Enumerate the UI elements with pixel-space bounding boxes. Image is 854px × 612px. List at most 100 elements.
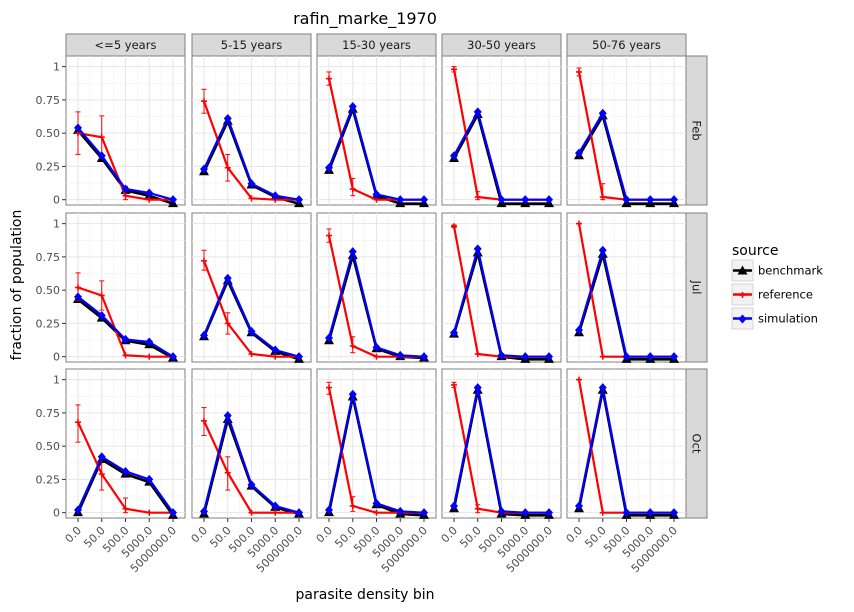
legend-entry: benchmark — [731, 259, 823, 282]
simulation-point — [247, 179, 256, 189]
reference-point — [373, 509, 380, 516]
simulation-point — [295, 195, 303, 205]
facet-panel — [566, 55, 687, 208]
y-tick-label: 0.75 — [36, 94, 61, 107]
simulation-point — [97, 310, 106, 320]
x-axis-title: parasite density bin — [296, 587, 435, 603]
simulation-point — [325, 163, 333, 173]
reference-point — [98, 292, 105, 299]
y-tick-label: 0.50 — [36, 127, 61, 140]
legend-label: simulation — [758, 312, 818, 326]
simulation-point — [200, 330, 208, 340]
reference-point — [146, 509, 153, 516]
simulation-point — [223, 411, 232, 421]
simulation-point — [74, 123, 82, 133]
y-tick-label: 0.25 — [36, 160, 61, 173]
reference-point — [576, 68, 582, 75]
facet-panel — [441, 368, 562, 519]
simulation-point — [521, 508, 530, 518]
simulation-point — [646, 508, 655, 518]
y-tick-label: 0 — [53, 507, 60, 520]
simulation-point — [247, 480, 256, 490]
reference-point — [576, 220, 582, 227]
x-tick-label: 0.0 — [439, 524, 461, 546]
simulation-point — [97, 151, 106, 161]
reference-point — [248, 195, 255, 202]
facet-panel — [191, 55, 312, 208]
simulation-point — [74, 292, 82, 302]
simulation-point — [396, 506, 405, 516]
reference-point — [98, 471, 105, 478]
y-tick-label: 1 — [53, 61, 60, 74]
simulation-point — [74, 505, 82, 515]
simulation-point — [325, 505, 333, 515]
y-axis-title: fraction of population — [9, 210, 25, 361]
simulation-point — [325, 333, 333, 343]
simulation-point — [223, 114, 232, 124]
simulation-point — [598, 245, 607, 255]
y-tick-label: 0 — [53, 194, 60, 207]
simulation-point — [420, 195, 428, 205]
x-tick-label: 0.0 — [189, 524, 211, 546]
y-tick-label: 0.25 — [36, 473, 61, 486]
legend-key-marker — [739, 292, 746, 298]
simulation-point — [670, 508, 678, 518]
reference-point — [599, 509, 606, 516]
simulation-point — [295, 352, 303, 362]
y-tick-label: 1 — [53, 218, 60, 231]
reference-point — [98, 134, 105, 141]
simulation-point — [348, 389, 357, 399]
reference-point — [326, 384, 332, 391]
simulation-point — [372, 498, 381, 508]
reference-point — [576, 376, 582, 383]
facet-panel — [316, 368, 437, 519]
simulation-point — [670, 195, 678, 205]
y-tick-label: 0.25 — [36, 317, 61, 330]
simulation-point — [473, 244, 482, 254]
simulation-point — [450, 151, 458, 161]
facet-panel — [316, 212, 437, 363]
row-strip-label: Feb — [690, 120, 704, 140]
reference-point — [599, 353, 606, 360]
y-tick-label: 0.75 — [36, 407, 61, 420]
simulation-point — [247, 326, 256, 336]
simulation-point — [646, 352, 655, 362]
reference-point — [474, 505, 481, 512]
column-strip-label: 30-50 years — [467, 38, 536, 52]
facet-panel — [566, 368, 687, 519]
reference-point — [122, 352, 129, 359]
simulation-point — [473, 107, 482, 117]
simulation-point — [396, 350, 405, 360]
simulation-point — [575, 148, 583, 158]
simulation-point — [271, 345, 280, 355]
simulation-point — [545, 508, 553, 518]
simulation-point — [348, 247, 357, 257]
reference-point — [146, 196, 153, 203]
legend-entry: reference — [731, 283, 813, 306]
reference-point — [326, 232, 332, 239]
simulation-point — [646, 195, 655, 205]
column-strip-label: <=5 years — [95, 38, 157, 52]
reference-point — [349, 343, 356, 350]
x-tick-label: 0.0 — [314, 524, 336, 546]
reference-point — [201, 257, 207, 264]
simulation-point — [575, 501, 583, 511]
simulation-point — [121, 466, 130, 476]
reference-point — [224, 469, 231, 476]
facet-panel — [441, 55, 562, 208]
reference-point — [75, 284, 81, 291]
reference-point — [75, 419, 81, 426]
simulation-point — [521, 352, 530, 362]
y-tick-label: 0.50 — [36, 440, 61, 453]
column-strip-label: 5-15 years — [221, 38, 282, 52]
simulation-point — [598, 383, 607, 393]
simulation-point — [396, 195, 405, 205]
simulation-point — [450, 501, 458, 511]
reference-point — [474, 194, 481, 201]
simulation-point — [670, 352, 678, 362]
simulation-point — [622, 352, 631, 362]
row-strip-label: Oct — [690, 434, 704, 454]
legend-entry: simulation — [731, 307, 818, 330]
simulation-point — [169, 352, 177, 362]
x-tick-label: 0.0 — [564, 524, 586, 546]
